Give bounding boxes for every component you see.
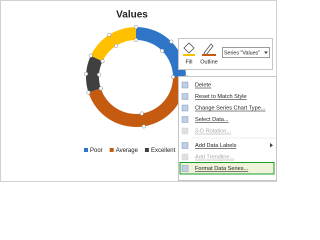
menu-item[interactable]: Select Data...	[195, 117, 229, 123]
doughnut-slice[interactable]	[90, 26, 136, 62]
menu-icon	[181, 127, 189, 135]
menu-highlight	[179, 162, 275, 175]
selection-handle	[107, 32, 112, 37]
legend-swatch	[144, 148, 149, 152]
series-dropdown[interactable]	[222, 47, 270, 58]
selection-handle	[100, 59, 105, 64]
chart-title: Values	[116, 10, 148, 21]
menu-icon	[181, 104, 189, 112]
menu-item: Add Trendline...	[195, 155, 235, 161]
menu-icon	[181, 116, 189, 123]
outline-label[interactable]: Outline	[200, 59, 217, 65]
legend-swatch	[109, 148, 114, 152]
format-toolbar: Fill Outline Series "Values"	[178, 38, 273, 70]
dropdown-arrow	[264, 51, 268, 54]
selection-handle	[170, 74, 176, 80]
menu-icon	[181, 142, 189, 149]
menu-icon	[181, 93, 189, 100]
legend-swatch	[84, 148, 88, 152]
outline-color	[202, 54, 216, 56]
selection-handle	[169, 39, 174, 44]
legend-label: Average	[116, 148, 139, 154]
selection-handle	[88, 53, 93, 58]
menu-item[interactable]: Change Series Chart Type...	[195, 106, 266, 112]
selection-handle	[133, 37, 139, 43]
fill-label[interactable]: Fill	[185, 59, 192, 65]
fill-icon	[183, 42, 195, 54]
screen: Values Poor Average Excellent Fill Outline Se…	[0, 0, 277, 182]
doughnut-slice[interactable]	[136, 27, 186, 77]
legend-label: Poor	[90, 148, 103, 154]
selection-handle	[98, 86, 103, 91]
menu-icon	[181, 153, 189, 161]
selection-handle	[141, 124, 146, 129]
menu-item[interactable]: Reset to Match Style	[195, 94, 247, 100]
menu-item[interactable]: Delete	[195, 83, 211, 89]
menu-item[interactable]: Add Data Labels	[195, 143, 237, 149]
selection-handle	[86, 90, 91, 95]
selection-handle	[97, 72, 102, 77]
menu-item: 3-D Rotation...	[195, 129, 232, 135]
fill-color	[183, 54, 195, 56]
selection-handle	[139, 111, 144, 116]
menu-item[interactable]: Format Data Series...	[195, 166, 249, 172]
selection-handle	[84, 71, 89, 76]
menu-icon	[181, 165, 189, 172]
menu-icon	[181, 81, 189, 89]
submenu-arrow	[270, 143, 273, 148]
doughnut-slice[interactable]	[85, 55, 103, 93]
series-name[interactable]: Series "Values"	[224, 50, 260, 56]
context-menu: Delete Reset to Match Style Change Series …	[178, 76, 277, 181]
selection-handle	[114, 43, 119, 48]
legend-label: Excellent	[151, 148, 176, 154]
selection-handle	[133, 24, 139, 30]
selection-handle	[160, 48, 165, 53]
doughnut-slice[interactable]	[88, 77, 186, 128]
